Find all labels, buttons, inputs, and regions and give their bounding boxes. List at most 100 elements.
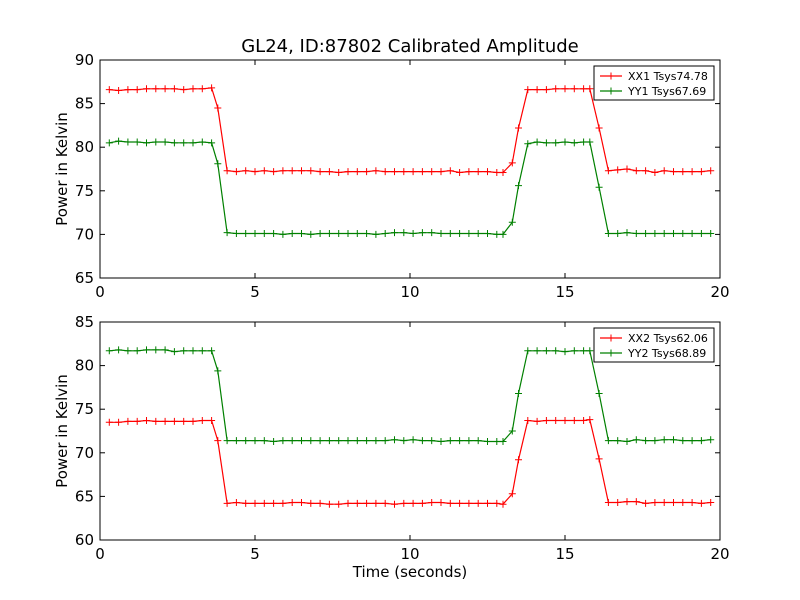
data-point-marker (446, 167, 454, 175)
data-point-marker (697, 499, 705, 507)
data-point-marker (437, 168, 445, 176)
data-point-marker (316, 499, 324, 507)
data-point-marker (223, 437, 231, 445)
data-point-marker (381, 168, 389, 176)
data-point-marker (161, 138, 169, 146)
data-point-marker (586, 138, 594, 146)
data-point-marker (363, 168, 371, 176)
data-point-marker (524, 417, 532, 425)
data-point-marker (400, 437, 408, 445)
axes-frame (99, 321, 721, 541)
data-point-marker (180, 347, 188, 355)
data-point-marker (670, 168, 677, 176)
data-point-marker (595, 455, 603, 463)
data-point-marker (214, 160, 222, 168)
data-point-marker (499, 437, 507, 445)
data-point-marker (688, 168, 696, 176)
data-point-marker (542, 347, 550, 355)
data-point-marker (552, 85, 560, 93)
x-tick-label: 5 (250, 545, 260, 563)
data-point-marker (697, 437, 705, 445)
data-point-marker (651, 437, 659, 445)
data-point-marker (515, 390, 522, 398)
data-point-marker (298, 230, 305, 238)
data-point-marker (180, 139, 188, 147)
data-point-marker (105, 139, 113, 147)
subplot-1: 0 5 10 15 20 65 70 75 80 85 90 Power in Kelvin XX1 T… (53, 51, 730, 301)
data-point-marker (474, 168, 482, 176)
data-point-marker (679, 168, 687, 176)
data-point-marker (335, 437, 343, 445)
data-point-marker (670, 499, 677, 507)
data-point-marker (251, 168, 259, 176)
data-point-marker (679, 437, 687, 445)
data-point-marker (353, 230, 361, 238)
data-point-marker (391, 168, 398, 176)
data-point-marker (208, 84, 216, 92)
data-point-marker (133, 138, 141, 146)
data-point-marker (437, 230, 445, 238)
data-point-marker (474, 230, 482, 238)
data-point-marker (632, 436, 640, 444)
data-point-marker (428, 229, 436, 237)
data-point-marker (456, 499, 464, 507)
data-point-marker (484, 230, 491, 238)
legend-box (593, 327, 715, 363)
data-point-marker (115, 418, 123, 426)
data-point-marker (515, 456, 522, 464)
data-point-marker (363, 437, 371, 445)
data-point-marker (586, 416, 594, 424)
data-point-marker (614, 166, 622, 174)
data-point-marker (697, 168, 705, 176)
data-point-marker (198, 138, 206, 146)
data-point-marker (270, 230, 278, 238)
data-point-marker (604, 499, 612, 507)
data-point-marker (232, 437, 240, 445)
data-point-marker (353, 499, 361, 507)
data-point-marker (372, 167, 380, 175)
data-point-marker (595, 124, 603, 132)
data-point-marker (363, 230, 371, 238)
data-point-marker (381, 437, 389, 445)
data-point-marker (474, 499, 482, 507)
data-point-marker (570, 139, 578, 147)
data-point-marker (456, 437, 464, 445)
data-point-marker (307, 499, 315, 507)
data-point-marker (161, 85, 169, 93)
data-point-marker (409, 436, 417, 444)
data-point-marker (344, 499, 352, 507)
data-point-marker (307, 437, 315, 445)
data-point-marker (570, 347, 578, 355)
data-point-marker (260, 437, 268, 445)
data-point-marker (143, 417, 150, 425)
data-point-marker (493, 230, 501, 238)
data-point-marker (325, 437, 333, 445)
data-point-marker (484, 168, 491, 176)
data-point-marker (170, 348, 178, 356)
data-point-marker (428, 437, 436, 445)
data-point-marker (499, 168, 507, 176)
data-point-marker (143, 85, 150, 93)
data-point-marker (270, 499, 278, 507)
data-point-marker (660, 167, 668, 175)
data-point-marker (642, 437, 650, 445)
y-tick-label: 75 (75, 400, 94, 418)
data-point-marker (152, 417, 160, 425)
data-point-marker (552, 139, 560, 147)
data-point-marker (552, 347, 560, 355)
data-point-marker (381, 230, 389, 238)
data-point-marker (679, 499, 687, 507)
data-point-marker (372, 499, 380, 507)
x-tick-label: 5 (250, 283, 260, 301)
data-point-marker (232, 168, 240, 176)
data-point-marker (400, 229, 408, 237)
data-point-marker (105, 418, 113, 426)
legend-label: XX2 Tsys62.06 (628, 332, 708, 345)
data-point-marker (428, 499, 436, 507)
data-point-marker (223, 167, 231, 175)
data-point-marker (533, 417, 541, 425)
y-tick-label: 65 (75, 269, 94, 287)
legend-entry: XX2 Tsys62.06 (600, 332, 708, 345)
data-point-marker (270, 168, 278, 176)
data-point-marker (651, 168, 659, 176)
